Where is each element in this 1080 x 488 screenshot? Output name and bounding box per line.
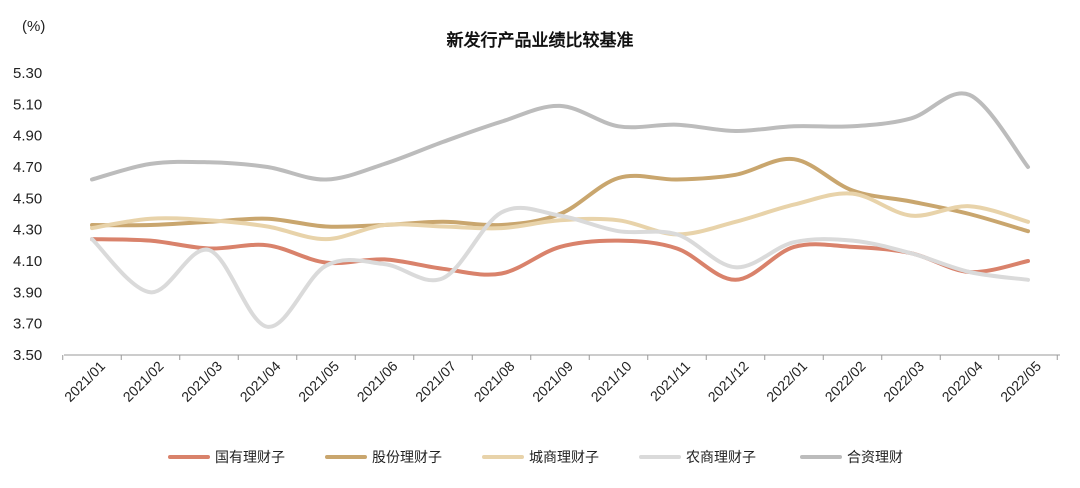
x-tick-label: 2021/05 xyxy=(295,358,342,405)
y-tick-label: 3.70 xyxy=(13,316,42,333)
x-tick-label: 2021/01 xyxy=(61,358,108,405)
x-tick-label: 2021/04 xyxy=(237,358,284,405)
x-tick-label: 2021/09 xyxy=(529,358,576,405)
legend-label: 股份理财子 xyxy=(372,450,442,466)
x-tick-label: 2021/10 xyxy=(588,358,635,405)
y-tick-label: 5.10 xyxy=(13,96,42,113)
x-tick-label: 2021/06 xyxy=(354,358,401,405)
y-tick-label: 4.70 xyxy=(13,159,42,176)
x-tick-label: 2022/01 xyxy=(763,358,810,405)
x-axis: 2021/01 2021/02 2021/03 2021/04 2021/05 2021/… xyxy=(61,354,1060,405)
legend-label: 国有理财子 xyxy=(215,450,285,466)
x-tick-label: 2021/02 xyxy=(120,358,167,405)
x-tick-label: 2022/02 xyxy=(822,358,869,405)
series-line-5 xyxy=(90,91,1030,182)
legend-label: 合资理财 xyxy=(847,450,903,466)
legend: 国有理财子 股份理财子 城商理财子 农商理财子 合资理财 xyxy=(168,450,903,466)
chart-title: 新发行产品业绩比较基准 xyxy=(447,30,634,51)
x-tick-label: 2022/03 xyxy=(880,358,927,405)
y-tick-label: 4.30 xyxy=(13,222,42,239)
x-tick-label: 2021/08 xyxy=(471,358,518,405)
x-tick-label: 2021/03 xyxy=(178,358,225,405)
y-tick-label: 3.90 xyxy=(13,284,42,301)
series-lines xyxy=(90,91,1030,329)
y-tick-label: 4.50 xyxy=(13,190,42,207)
x-tick-label: 2021/11 xyxy=(647,358,694,405)
y-tick-label: 4.10 xyxy=(13,253,42,270)
series-line-1 xyxy=(90,237,1030,282)
series-line-4 xyxy=(90,205,1030,329)
y-axis-ticks: 3.50 3.70 3.90 4.10 4.30 4.50 4.70 4.90 5.10 5.30 xyxy=(13,65,42,364)
x-tick-label: 2021/07 xyxy=(412,358,459,405)
y-tick-label: 5.30 xyxy=(13,65,42,82)
x-tick-label: 2022/05 xyxy=(997,358,1044,405)
y-tick-label: 4.90 xyxy=(13,128,42,145)
x-tick-label: 2022/04 xyxy=(939,358,986,405)
legend-label: 农商理财子 xyxy=(686,450,756,466)
y-axis-unit: (%) xyxy=(22,18,45,35)
legend-label: 城商理财子 xyxy=(529,450,599,466)
x-tick-label: 2021/12 xyxy=(705,358,752,405)
series-line-3 xyxy=(90,191,1030,242)
y-tick-label: 3.50 xyxy=(13,347,42,364)
